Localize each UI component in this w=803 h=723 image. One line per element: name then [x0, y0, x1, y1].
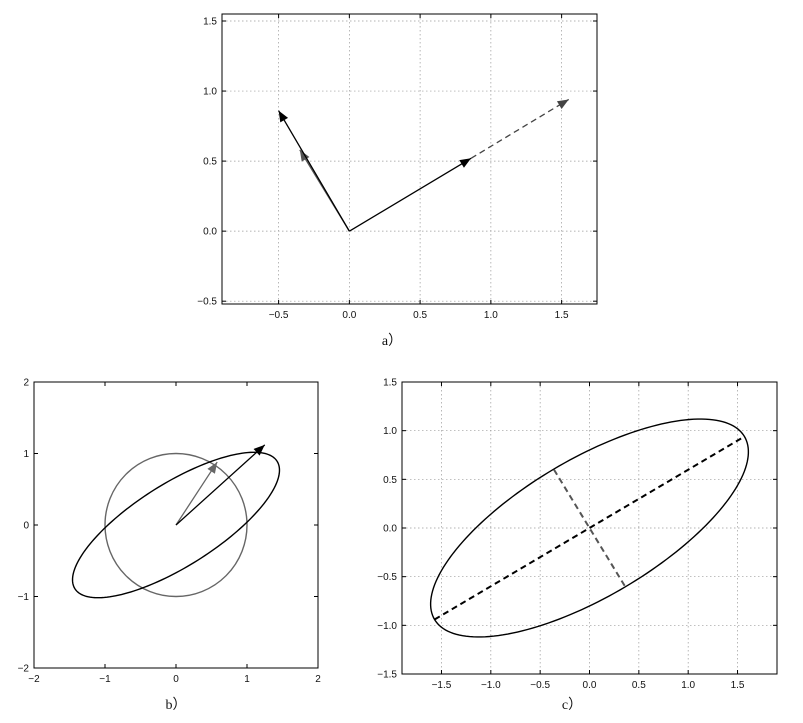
chart-panel-b: −2 −1 0 1 2 −2 −1 0 1 2 b）: [18, 378, 322, 714]
y-tick-label: −1: [18, 592, 30, 603]
x-tick-label: 1: [244, 674, 250, 685]
y-tick-label: 1: [23, 449, 29, 460]
x-tick-label: 0.5: [632, 680, 646, 691]
y-tick-label: 0.0: [383, 524, 397, 535]
x-tick-label: −1.5: [432, 680, 452, 691]
arrowhead-2: [278, 110, 289, 123]
y-tick-label: −0.5: [197, 297, 217, 308]
caption-b: b）: [166, 697, 187, 713]
y-tick-label: −1.0: [377, 621, 397, 632]
arrowhead-4: [556, 99, 569, 109]
minor-axis-line: [553, 469, 626, 587]
y-tick-label: 1.0: [383, 426, 397, 437]
vector-arrow-1: [175, 461, 218, 526]
plot-frame-a: [221, 13, 598, 305]
y-tick-label: 0.5: [383, 475, 397, 486]
x-tick-label: 1.5: [555, 310, 569, 321]
x-tick-label: 0.0: [583, 680, 597, 691]
x-tick-label: 1.0: [681, 680, 695, 691]
arrowhead-3: [459, 158, 472, 168]
x-tick-label: 1.0: [484, 310, 498, 321]
chart-panel-c: −1.5 −1.0 −0.5 0.0 0.5 1.0 1.5 −1.5 −1.0 −0.5 0.0 0…: [377, 378, 778, 713]
y-tick-label: 1.0: [203, 87, 217, 98]
x-tick-label: 0: [173, 674, 179, 685]
x-tick-label: −1: [99, 674, 111, 685]
major-axis-line: [434, 435, 745, 621]
ellipse: [71, 451, 281, 599]
caption-c: c）: [562, 697, 582, 713]
ellipse: [429, 418, 750, 638]
y-tick-label: 1.5: [203, 17, 217, 28]
vector-arrow-4: [470, 98, 570, 159]
y-tick-label: 0.5: [203, 157, 217, 168]
y-tick-label: 1.5: [383, 378, 397, 389]
y-tick-label: −1.5: [377, 670, 397, 681]
arrowhead-1: [207, 462, 218, 474]
unit-circle: [104, 452, 248, 598]
chart-panel-a: −0.5 0.0 0.5 1.0 1.5 −0.5 0.0 0.5 1.0 1.5 a）: [197, 13, 598, 349]
y-tick-label: 2: [23, 378, 29, 389]
vector-arrow-3: [349, 157, 472, 232]
caption-a: a）: [382, 333, 402, 349]
x-tick-label: −2: [28, 674, 40, 685]
vector-arrow-2: [278, 110, 350, 232]
vector-arrow-2: [175, 444, 266, 526]
x-tick-label: −0.5: [269, 310, 289, 321]
y-tick-label: 0.0: [203, 227, 217, 238]
arrowhead-2: [253, 444, 265, 456]
x-tick-label: −1.0: [481, 680, 501, 691]
y-tick-label: 0: [23, 521, 29, 532]
x-tick-label: 0.5: [413, 310, 427, 321]
x-tick-label: −0.5: [530, 680, 550, 691]
y-tick-label: −0.5: [377, 572, 397, 583]
y-tick-label: −2: [18, 664, 30, 675]
x-tick-label: 2: [315, 674, 321, 685]
x-tick-label: 1.5: [731, 680, 745, 691]
x-tick-label: 0.0: [342, 310, 356, 321]
